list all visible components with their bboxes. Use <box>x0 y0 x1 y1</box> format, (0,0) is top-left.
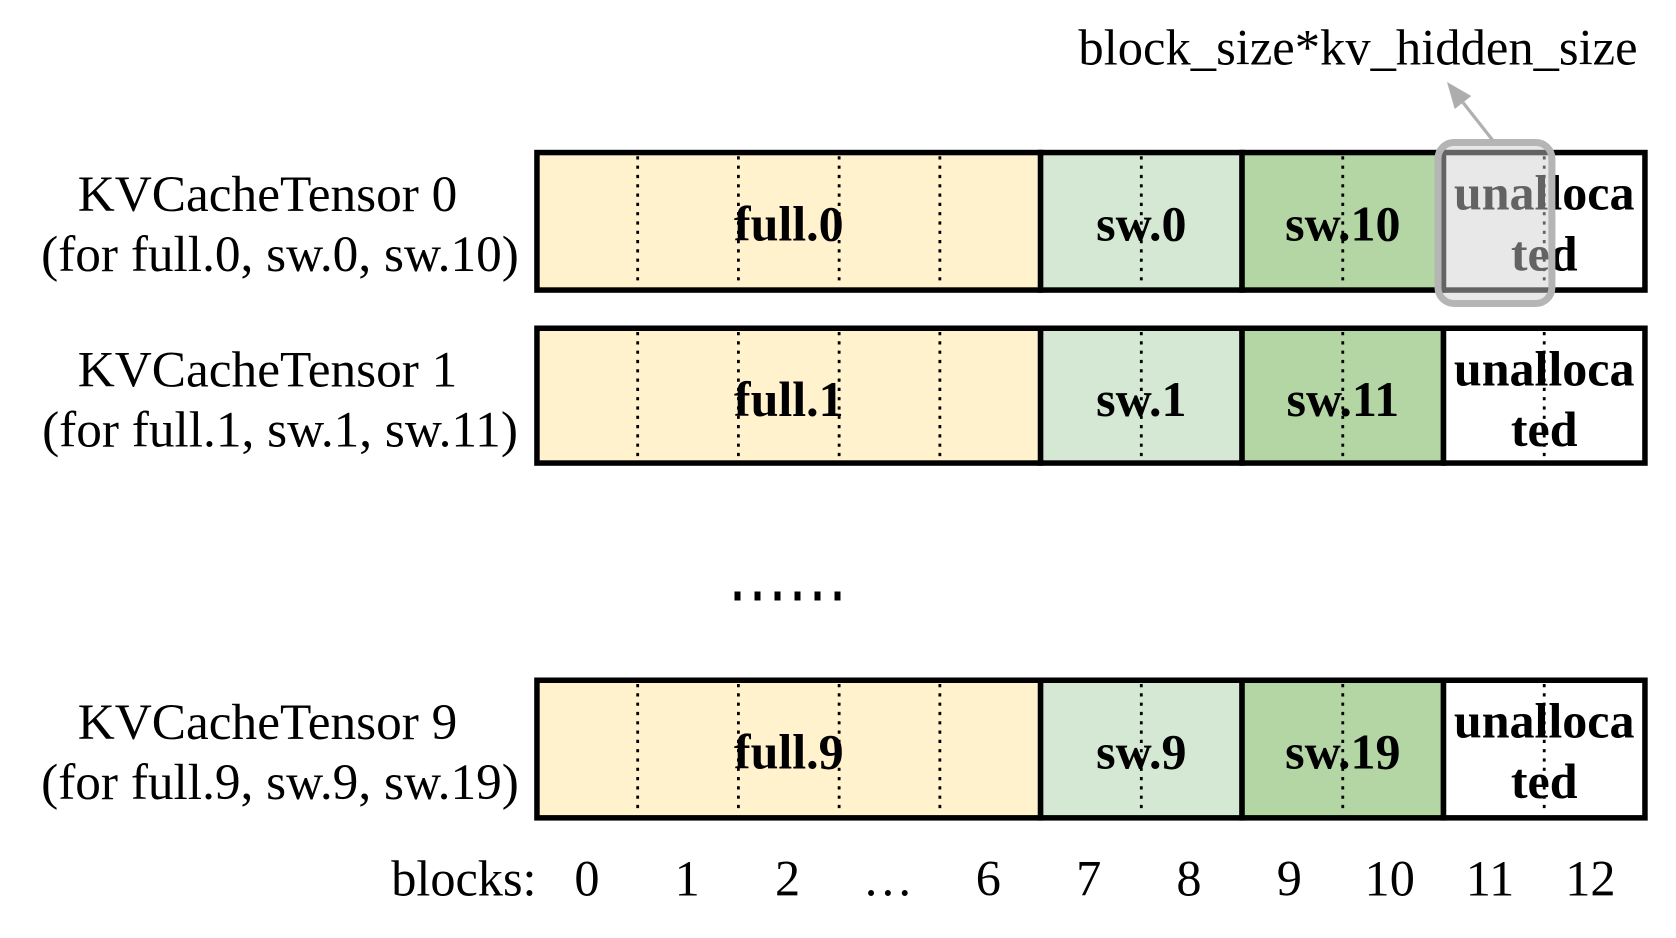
svg-text:…: … <box>863 851 913 907</box>
svg-text:11: 11 <box>1466 851 1514 907</box>
svg-text:(for full.9, sw.9, sw.19): (for full.9, sw.9, sw.19) <box>41 754 519 811</box>
svg-text:blocks:: blocks: <box>391 851 536 907</box>
svg-text:sw.9: sw.9 <box>1096 723 1186 779</box>
svg-text:KVCacheTensor 1: KVCacheTensor 1 <box>78 342 458 399</box>
svg-text:ted: ted <box>1511 225 1578 281</box>
svg-text:ted: ted <box>1511 401 1578 457</box>
svg-text:sw.11: sw.11 <box>1287 371 1400 427</box>
svg-text:unalloca: unalloca <box>1454 693 1635 749</box>
svg-text:12: 12 <box>1565 851 1615 907</box>
svg-text:full.9: full.9 <box>734 723 844 779</box>
svg-text:2: 2 <box>775 851 800 907</box>
svg-text:sw.19: sw.19 <box>1285 723 1400 779</box>
svg-text:unalloca: unalloca <box>1454 340 1635 396</box>
svg-text:full.1: full.1 <box>734 371 844 427</box>
svg-text:sw.10: sw.10 <box>1285 196 1400 252</box>
svg-text:sw.1: sw.1 <box>1096 371 1186 427</box>
svg-text:7: 7 <box>1076 851 1101 907</box>
svg-text:full.0: full.0 <box>734 196 844 252</box>
svg-text:1: 1 <box>675 851 700 907</box>
svg-text:unalloca: unalloca <box>1454 165 1635 221</box>
svg-text:6: 6 <box>976 851 1001 907</box>
svg-text:0: 0 <box>574 851 599 907</box>
svg-text:9: 9 <box>1277 851 1302 907</box>
svg-text:10: 10 <box>1365 851 1415 907</box>
svg-text:(for full.0, sw.0, sw.10): (for full.0, sw.0, sw.10) <box>41 226 519 283</box>
svg-text:8: 8 <box>1176 851 1201 907</box>
svg-text:(for full.1, sw.1, sw.11): (for full.1, sw.1, sw.11) <box>42 402 518 459</box>
svg-text:block_size*kv_hidden_size: block_size*kv_hidden_size <box>1078 20 1637 76</box>
svg-text:KVCacheTensor 9: KVCacheTensor 9 <box>78 694 458 751</box>
svg-text:ted: ted <box>1511 753 1578 809</box>
svg-text:sw.0: sw.0 <box>1096 196 1186 252</box>
svg-text:KVCacheTensor 0: KVCacheTensor 0 <box>78 166 458 223</box>
